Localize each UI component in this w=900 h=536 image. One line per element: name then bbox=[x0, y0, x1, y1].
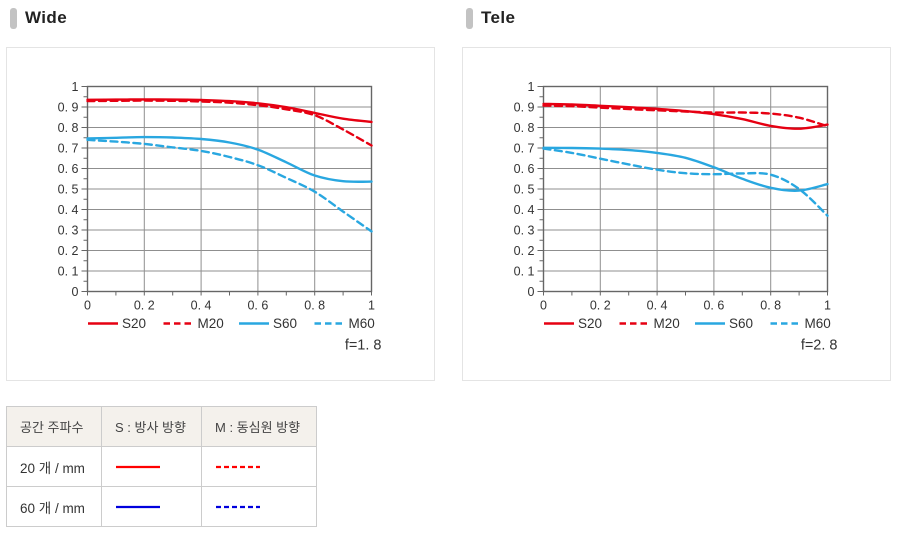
table-row-20-per-mm: 20 개 / mm bbox=[6, 446, 317, 487]
title-accent-bar bbox=[10, 7, 17, 29]
line-sample-glyph bbox=[216, 465, 260, 469]
y-tick-label: 0. 6 bbox=[58, 162, 79, 176]
y-tick-label: 0. 9 bbox=[514, 100, 535, 114]
y-tick-label: 0. 8 bbox=[58, 121, 79, 135]
y-tick-label: 0. 1 bbox=[58, 264, 79, 278]
wide-section-header: Wide bbox=[10, 6, 437, 30]
s60-line-sample bbox=[115, 503, 161, 511]
line-sample-glyph bbox=[116, 505, 160, 509]
f-number-label: f=1. 8 bbox=[345, 338, 382, 354]
m60-line-sample bbox=[215, 503, 261, 511]
x-tick-label: 0. 4 bbox=[647, 299, 668, 313]
sample-cell-m20 bbox=[201, 446, 317, 487]
y-tick-label: 0 bbox=[528, 285, 535, 299]
wide-section-title: Wide bbox=[25, 8, 68, 27]
y-tick-label: 0. 7 bbox=[58, 141, 79, 155]
y-tick-label: 0. 2 bbox=[58, 244, 79, 258]
legend-label-s60: S60 bbox=[273, 316, 297, 331]
plot-border bbox=[86, 85, 373, 293]
col-header-spatial-frequency: 공간 주파수 bbox=[6, 406, 102, 447]
y-tick-label: 1 bbox=[72, 80, 79, 94]
x-tick-label: 0 bbox=[84, 299, 91, 313]
x-tick-label: 0. 2 bbox=[134, 299, 155, 313]
wide-curve-m60 bbox=[86, 138, 373, 233]
title-accent-bar bbox=[466, 7, 473, 29]
row-label-60-per-mm: 60 개 / mm bbox=[6, 486, 102, 527]
x-tick-label: 0. 8 bbox=[760, 299, 781, 313]
y-tick-label: 0. 6 bbox=[514, 162, 535, 176]
y-tick-label: 0. 4 bbox=[58, 203, 79, 217]
x-tick-label: 0. 8 bbox=[304, 299, 325, 313]
wide-mtf-chart: 1 0. 9 0. 8 0. 7 0. 6 0. 5 0. 4 0. 3 0. 2 0. 1 00 0… bbox=[58, 80, 382, 354]
x-tick-label: 0. 4 bbox=[191, 299, 212, 313]
legend-label-m60: M60 bbox=[805, 316, 831, 331]
wide-curve-m20 bbox=[86, 99, 373, 147]
x-tick-label: 0. 6 bbox=[703, 299, 724, 313]
tele-mtf-chart: 1 0. 9 0. 8 0. 7 0. 6 0. 5 0. 4 0. 3 0. 2 0. 1 00 0… bbox=[514, 80, 838, 354]
table-row-60-per-mm: 60 개 / mm bbox=[6, 486, 317, 527]
y-tick-label: 1 bbox=[528, 80, 535, 94]
x-tick-label: 1 bbox=[824, 299, 831, 313]
y-tick-label: 0. 5 bbox=[514, 182, 535, 196]
y-tick-label: 0. 2 bbox=[514, 244, 535, 258]
legend-label-s60: S60 bbox=[729, 316, 753, 331]
x-tick-label: 0. 2 bbox=[590, 299, 611, 313]
x-tick-label: 0. 6 bbox=[247, 299, 268, 313]
plot-border bbox=[542, 85, 829, 293]
wide-curve-s60 bbox=[86, 135, 373, 183]
table-header-row: 공간 주파수 S : 방사 방향 M : 동심원 방향 bbox=[6, 406, 317, 447]
y-tick-label: 0. 8 bbox=[514, 121, 535, 135]
line-sample-glyph bbox=[116, 465, 160, 469]
m20-line-sample bbox=[215, 463, 261, 471]
col-header-m-concentric-direction: M : 동심원 방향 bbox=[201, 406, 317, 447]
tele-curve-s60 bbox=[542, 146, 829, 192]
y-tick-label: 0. 1 bbox=[514, 264, 535, 278]
sample-cell-s20 bbox=[101, 446, 202, 487]
legend-label-s20: S20 bbox=[578, 316, 602, 331]
legend-label-m60: M60 bbox=[349, 316, 375, 331]
legend-label-s20: S20 bbox=[122, 316, 146, 331]
tele-curve-m60 bbox=[542, 147, 829, 217]
col-header-s-radial-direction: S : 방사 방향 bbox=[101, 406, 202, 447]
sample-cell-s60 bbox=[101, 486, 202, 527]
tele-curve-m20 bbox=[542, 104, 829, 128]
y-tick-label: 0. 3 bbox=[58, 223, 79, 237]
s20-line-sample bbox=[115, 463, 161, 471]
row-label-20-per-mm: 20 개 / mm bbox=[6, 446, 102, 487]
tele-section-header: Tele bbox=[466, 6, 893, 30]
y-tick-label: 0. 9 bbox=[58, 100, 79, 114]
legend-label-m20: M20 bbox=[198, 316, 224, 331]
x-tick-label: 1 bbox=[368, 299, 375, 313]
y-tick-label: 0. 7 bbox=[514, 141, 535, 155]
f-number-label: f=2. 8 bbox=[801, 338, 838, 354]
wide-section: Wide 1 0. 9 0. 8 0. 7 0. 6 0. 5 0. 4 0. 3 0. 2 0.… bbox=[6, 6, 437, 381]
y-tick-label: 0. 3 bbox=[514, 223, 535, 237]
y-tick-label: 0. 5 bbox=[58, 182, 79, 196]
legend-label-m20: M20 bbox=[654, 316, 680, 331]
wide-curve-s20 bbox=[86, 98, 373, 124]
line-sample-glyph bbox=[216, 505, 260, 509]
y-tick-label: 0. 4 bbox=[514, 203, 535, 217]
x-tick-label: 0 bbox=[540, 299, 547, 313]
sample-cell-m60 bbox=[201, 486, 317, 527]
y-tick-label: 0 bbox=[72, 285, 79, 299]
spatial-frequency-table: 공간 주파수 S : 방사 방향 M : 동심원 방향 20 개 / mm 60… bbox=[6, 406, 317, 527]
tele-section: Tele 1 0. 9 0. 8 0. 7 0. 6 0. 5 0. 4 0. 3 0. 2 0.… bbox=[462, 6, 893, 381]
tele-section-title: Tele bbox=[481, 8, 516, 27]
